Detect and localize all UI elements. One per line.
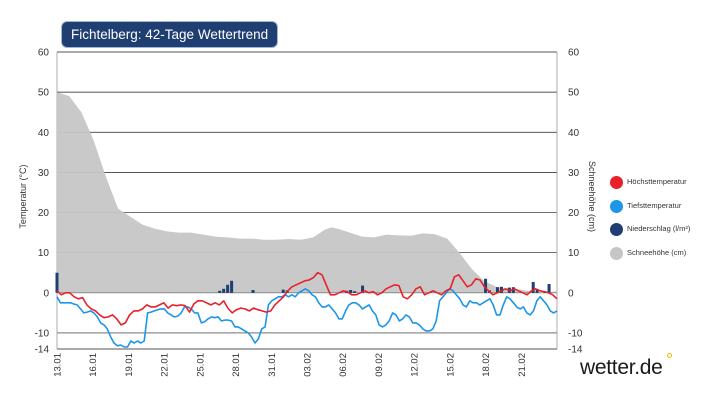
- x-tick-label: 18.02: [481, 353, 492, 377]
- precip-bar: [251, 290, 255, 293]
- chart-title: Fichtelberg: 42-Tage Wettertrend: [61, 21, 279, 48]
- x-tick-label: 25.01: [195, 353, 206, 377]
- precip-bar: [531, 281, 535, 293]
- legend-max-temp-dot: [610, 176, 623, 189]
- y-right-tick-label: 30: [568, 168, 580, 179]
- y-right-axis-title: Schneehöhe (cm): [587, 161, 597, 232]
- precip-bar: [230, 280, 234, 293]
- precip-bar: [353, 291, 357, 293]
- y-right-tick-label: 60: [568, 48, 580, 59]
- legend-min-temp-dot: [610, 199, 623, 213]
- y-right-tick-label: 40: [568, 128, 580, 139]
- x-tick-label: 31.01: [267, 353, 278, 377]
- legend-min-temp-label: Tiefsttemperatur: [627, 200, 682, 210]
- y-left-tick-label: 60: [38, 48, 50, 59]
- precip-bar: [55, 272, 59, 293]
- precip-bar: [535, 289, 539, 293]
- brand-logo-text: wetter.de: [580, 356, 663, 379]
- y-right-tick-label: -10: [568, 328, 583, 339]
- y-right-tick-label: -14: [568, 345, 583, 356]
- legend-item-min-temp[interactable]: Tiefsttemperatur: [610, 198, 715, 222]
- y-right-tick-label: 0: [568, 288, 574, 299]
- precip-bar: [547, 283, 551, 293]
- x-tick-label: 09.02: [374, 353, 385, 377]
- y-right-tick-label: 10: [568, 248, 580, 259]
- y-left-axis-title: Temperatur (°C): [18, 164, 28, 228]
- precip-bar: [499, 286, 503, 293]
- x-tick-label: 28.01: [231, 353, 242, 377]
- legend-item-snow[interactable]: Schneehöhe (cm): [610, 245, 715, 269]
- y-left-tick-label: 30: [38, 168, 50, 179]
- snow-depth-area: [57, 92, 557, 293]
- precip-bar: [484, 278, 488, 293]
- legend-snow-label: Schneehöhe (cm): [627, 247, 687, 257]
- precip-bar: [218, 290, 222, 293]
- y-right-tick-label: 20: [568, 208, 580, 219]
- x-tick-label: 12.02: [410, 353, 421, 377]
- brand-sun-icon: [667, 353, 672, 358]
- y-left-tick-label: 0: [43, 288, 49, 299]
- precip-bar: [495, 287, 499, 293]
- y-left-tick-label: 50: [38, 88, 50, 99]
- x-tick-label: 03.02: [303, 353, 314, 377]
- y-left-tick-label: 40: [38, 128, 50, 139]
- legend-item-max-temp[interactable]: Höchsttemperatur: [610, 174, 715, 198]
- y-left-tick-label: -14: [35, 345, 50, 356]
- x-tick-label: 19.01: [124, 353, 135, 377]
- x-tick-label: 21.02: [517, 353, 528, 377]
- precip-bar: [281, 289, 285, 293]
- y-right-tick-label: 50: [568, 88, 580, 99]
- legend-precip-label: Niederschlag (l/m²): [627, 224, 691, 233]
- y-left-tick-label: -10: [35, 328, 50, 339]
- legend-item-precip[interactable]: Niederschlag (l/m²): [610, 221, 715, 245]
- min-temp-line: [56, 288, 558, 348]
- precip-bar: [349, 290, 353, 293]
- precip-bar: [222, 288, 226, 293]
- legend-max-temp-label: Höchsttemperatur: [627, 177, 687, 186]
- legend-snow-dot: [610, 246, 623, 260]
- max-temp-line: [56, 271, 558, 326]
- y-left-tick-label: 10: [38, 248, 50, 259]
- plot-area: 60 60 50 50 40 40 30 30 20 20 10 10 0 0 -10 -10 -14 -14 Te…: [18, 48, 597, 377]
- legend-precip-dot: [610, 223, 623, 236]
- x-tick-label: 16.01: [88, 353, 99, 377]
- precip-bar: [361, 285, 365, 293]
- x-tick-label: 06.02: [338, 353, 349, 377]
- precip-bar: [226, 284, 230, 293]
- legend: Höchsttemperatur Tiefsttemperatur Nieder…: [610, 174, 715, 268]
- x-tick-label: 13.01: [53, 353, 64, 377]
- x-tick-label: 22.01: [160, 353, 171, 377]
- x-tick-label: 15.02: [445, 353, 456, 377]
- y-left-tick-label: 20: [38, 208, 50, 219]
